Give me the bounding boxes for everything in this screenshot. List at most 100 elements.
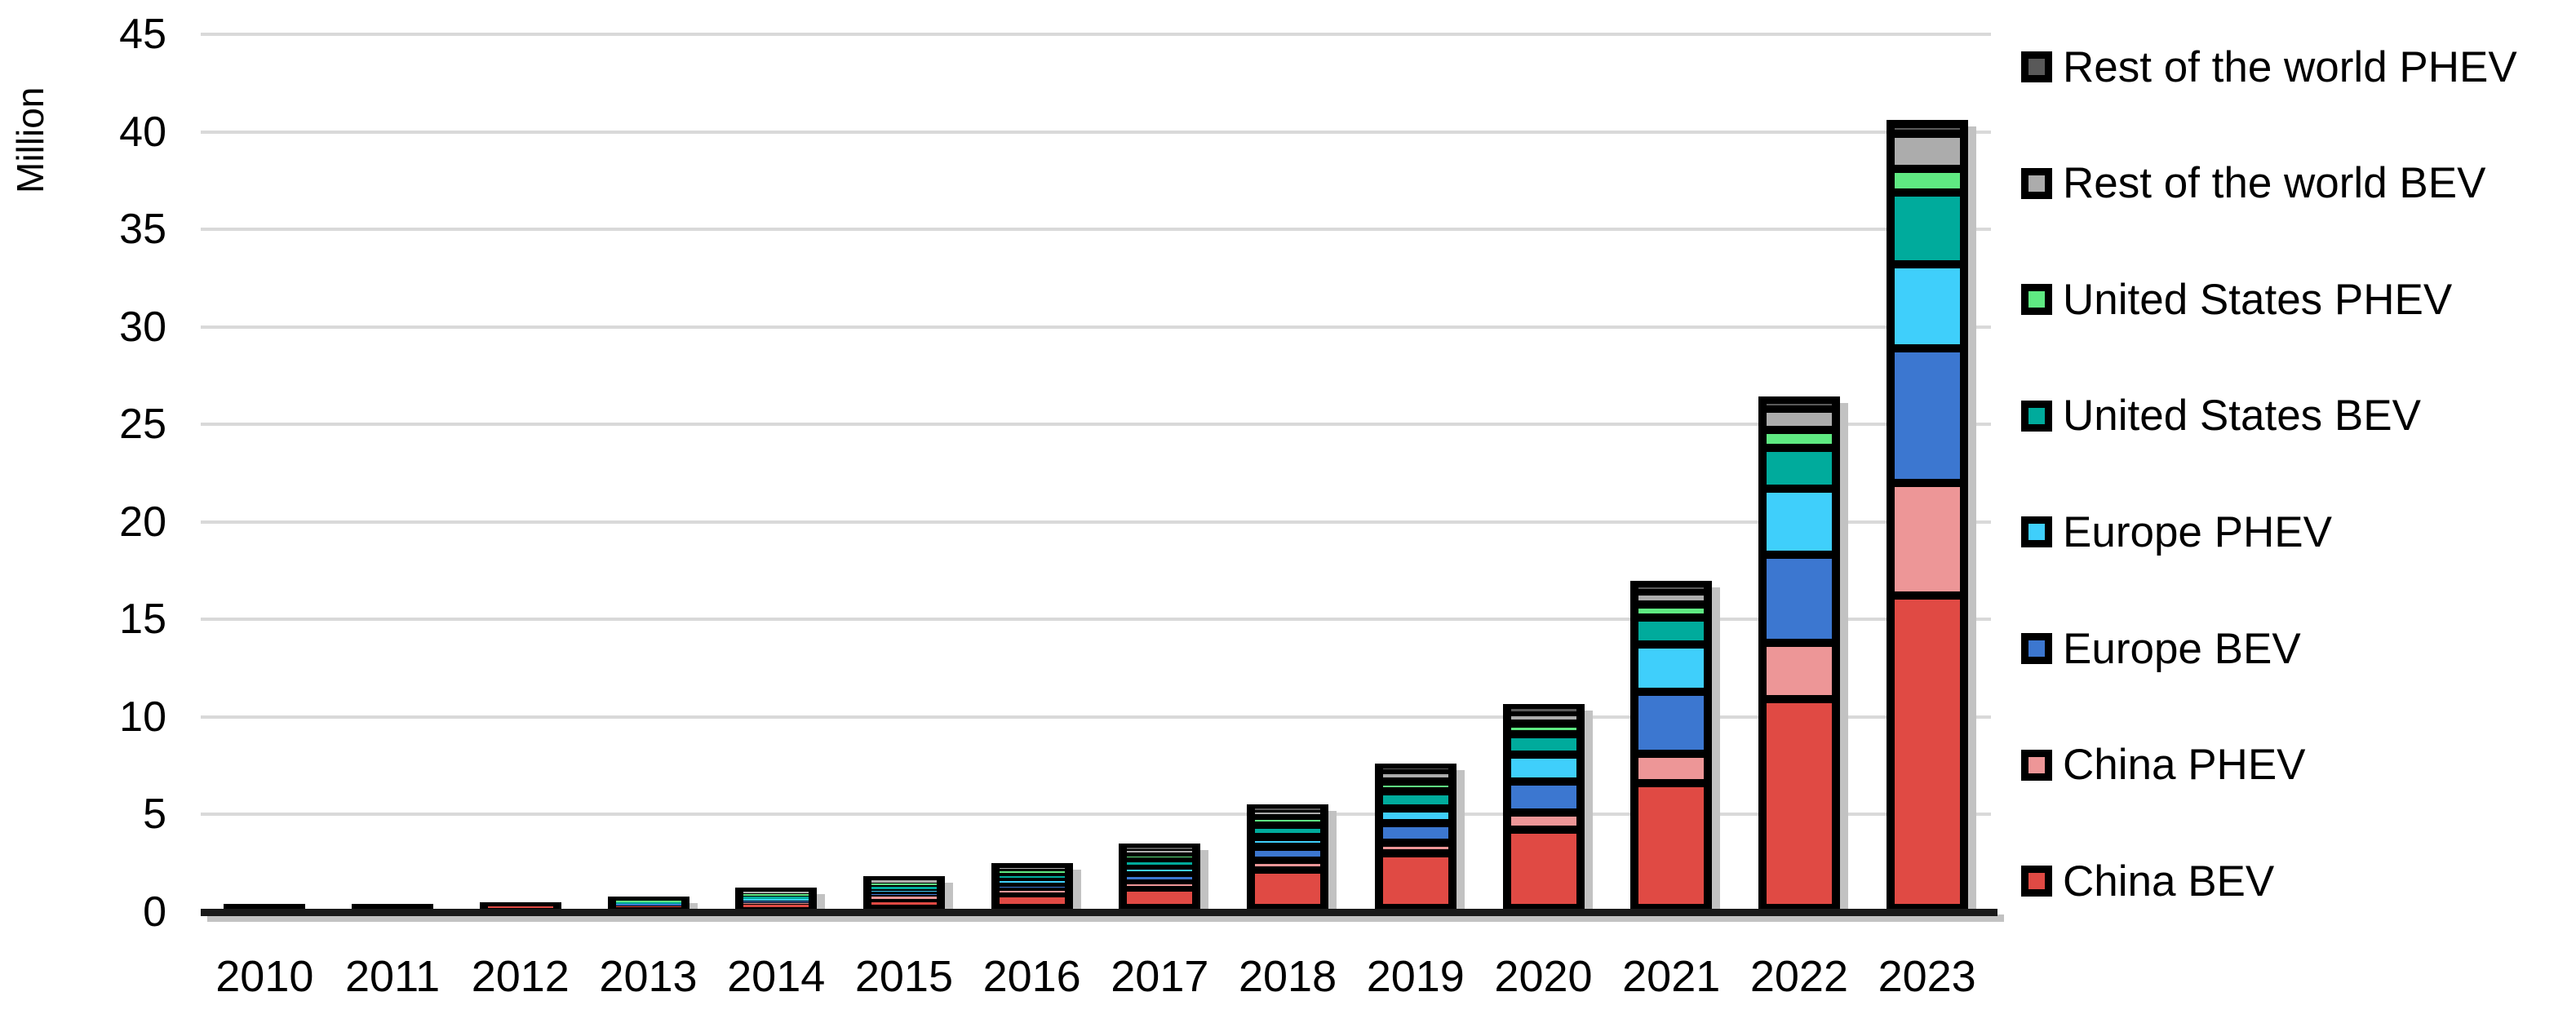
legend-swatch bbox=[2021, 866, 2052, 897]
bar-segment bbox=[1506, 830, 1581, 908]
bar-segment bbox=[1506, 711, 1581, 724]
bar-2021 bbox=[1630, 581, 1713, 912]
bar-2016 bbox=[991, 862, 1073, 912]
x-tick-label: 2017 bbox=[1111, 952, 1209, 1001]
x-tick-label: 2012 bbox=[471, 952, 570, 1001]
bar-segment bbox=[867, 886, 941, 890]
bar-segment bbox=[1762, 555, 1836, 643]
bar-segment bbox=[1634, 591, 1709, 605]
bar-segment bbox=[1762, 401, 1836, 409]
bar-segment bbox=[1762, 430, 1836, 448]
bar-2018 bbox=[1247, 804, 1329, 912]
bar-segment bbox=[1506, 781, 1581, 813]
bar-segment bbox=[1634, 754, 1709, 783]
bar-segment bbox=[995, 879, 1069, 884]
legend-label: United States PHEV bbox=[2063, 275, 2453, 324]
y-tick-label: 30 bbox=[119, 303, 166, 351]
bar-segment bbox=[995, 870, 1069, 875]
bar-segment bbox=[611, 902, 685, 904]
bar-segment bbox=[995, 866, 1069, 870]
bar-2023 bbox=[1886, 119, 1968, 912]
legend-item: Rest of the world BEV bbox=[2021, 157, 2485, 210]
legend-swatch bbox=[2021, 633, 2052, 664]
legend-label: Europe BEV bbox=[2063, 624, 2301, 673]
bar-segment bbox=[1506, 755, 1581, 782]
bar-2017 bbox=[1119, 844, 1201, 912]
legend-item: United States PHEV bbox=[2021, 273, 2452, 326]
legend-item: Europe BEV bbox=[2021, 622, 2301, 675]
bar-2022 bbox=[1758, 396, 1840, 912]
bar-segment bbox=[1251, 808, 1325, 811]
bar-segment bbox=[995, 874, 1069, 879]
bar-segment bbox=[611, 901, 685, 903]
legend-swatch bbox=[2021, 749, 2052, 781]
bar-segment bbox=[739, 892, 814, 894]
x-tick-label: 2013 bbox=[599, 952, 698, 1001]
bar-segment bbox=[739, 893, 814, 897]
bar-segment bbox=[1634, 604, 1709, 618]
bar-segment bbox=[1506, 812, 1581, 830]
legend-label: China BEV bbox=[2063, 857, 2275, 906]
bar-segment bbox=[995, 893, 1069, 908]
bar-segment bbox=[1762, 447, 1836, 489]
bar-segment bbox=[739, 902, 814, 905]
legend-item: United States BEV bbox=[2021, 390, 2421, 442]
bar-segment bbox=[1890, 123, 1964, 134]
x-tick-label: 2021 bbox=[1622, 952, 1721, 1001]
bar-segment bbox=[1251, 860, 1325, 870]
gridline bbox=[201, 715, 1991, 719]
gridline bbox=[201, 423, 1991, 427]
bar-segment bbox=[867, 899, 941, 908]
bar-segment bbox=[1634, 782, 1709, 908]
bar-segment bbox=[1890, 133, 1964, 169]
bar-segment bbox=[1762, 642, 1836, 700]
y-tick-label: 35 bbox=[119, 206, 166, 254]
bar-segment bbox=[867, 879, 941, 883]
gridline bbox=[201, 130, 1991, 134]
bar-segment bbox=[1890, 192, 1964, 264]
legend-swatch bbox=[2021, 516, 2052, 548]
bar-segment bbox=[1378, 842, 1452, 854]
bar-segment bbox=[1634, 691, 1709, 755]
bar-segment bbox=[1890, 264, 1964, 348]
bar-segment bbox=[1251, 810, 1325, 817]
bar-segment bbox=[867, 889, 941, 893]
bar-segment bbox=[1634, 644, 1709, 692]
x-tick-label: 2014 bbox=[727, 952, 826, 1001]
bar-segment bbox=[995, 890, 1069, 894]
legend-swatch bbox=[2021, 167, 2052, 199]
bar-segment bbox=[867, 892, 941, 897]
x-tick-label: 2010 bbox=[215, 952, 314, 1001]
bar-segment bbox=[1251, 836, 1325, 847]
bar-segment bbox=[1506, 734, 1581, 755]
bar-segment bbox=[867, 882, 941, 887]
x-tick-label: 2018 bbox=[1238, 952, 1337, 1001]
legend-swatch bbox=[2021, 400, 2052, 432]
bar-segment bbox=[1378, 823, 1452, 843]
x-axis-line bbox=[201, 909, 1997, 916]
y-tick-label: 20 bbox=[119, 498, 166, 546]
bar-segment bbox=[1890, 348, 1964, 483]
gridline bbox=[201, 228, 1991, 232]
bar-segment bbox=[867, 897, 941, 900]
bar-segment bbox=[1890, 168, 1964, 193]
x-tick-label: 2015 bbox=[854, 952, 953, 1001]
legend-label: Europe PHEV bbox=[2063, 507, 2332, 556]
legend-label: Rest of the world PHEV bbox=[2063, 42, 2517, 91]
gridline bbox=[201, 813, 1991, 817]
chart-legend: Rest of the world PHEV Rest of the world … bbox=[2021, 0, 2576, 1023]
x-tick-label: 2016 bbox=[982, 952, 1081, 1001]
bar-segment bbox=[1506, 724, 1581, 735]
bar-segment bbox=[739, 898, 814, 901]
bar-segment bbox=[611, 905, 685, 908]
y-tick-label: 5 bbox=[143, 790, 166, 839]
x-tick-label: 2023 bbox=[1878, 952, 1976, 1001]
y-tick-label: 10 bbox=[119, 693, 166, 741]
x-tick-label: 2022 bbox=[1749, 952, 1848, 1001]
legend-item: China PHEV bbox=[2021, 739, 2306, 791]
bar-segment bbox=[1762, 408, 1836, 431]
bar-segment bbox=[611, 904, 685, 906]
bar-segment bbox=[1762, 488, 1836, 556]
legend-swatch bbox=[2021, 51, 2052, 82]
gridline bbox=[201, 325, 1991, 329]
